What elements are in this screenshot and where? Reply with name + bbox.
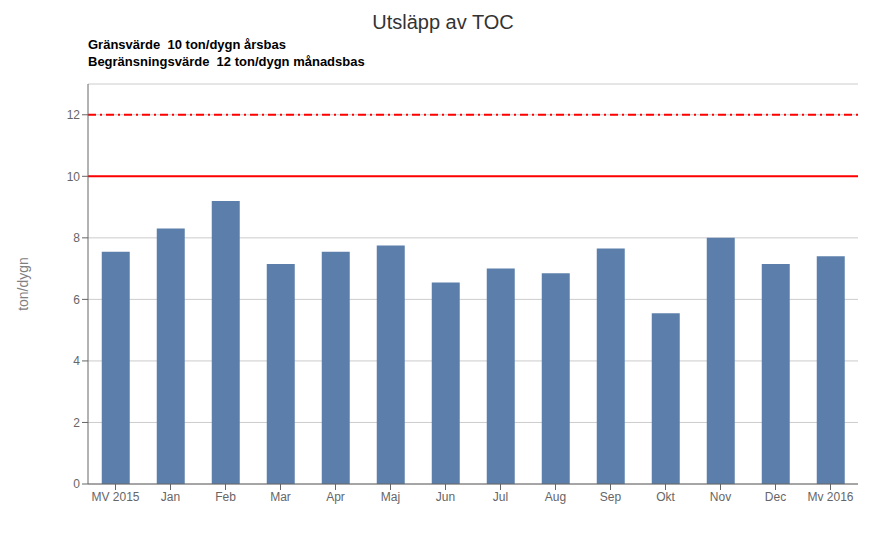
svg-text:Sep: Sep: [600, 490, 622, 504]
svg-text:0: 0: [73, 477, 80, 491]
svg-text:Dec: Dec: [765, 490, 786, 504]
svg-text:8: 8: [73, 231, 80, 245]
svg-text:Aug: Aug: [545, 490, 566, 504]
svg-text:Jun: Jun: [436, 490, 455, 504]
html-text:Utsläpp av TOC: Utsläpp av TOC: [372, 11, 514, 33]
html-text:Gränsvärde 10 ton/dygn årsbas: Gränsvärde 10 ton/dygn årsbas: [88, 37, 286, 52]
svg-text:Maj: Maj: [381, 490, 400, 504]
html-text:Begränsningsvärde 12 ton/dygn: Begränsningsvärde 12 ton/dygn månadsbas: [88, 54, 365, 69]
svg-text:MV 2015: MV 2015: [91, 490, 139, 504]
svg-text:ton/dygn: ton/dygn: [15, 257, 31, 311]
svg-text:Jan: Jan: [161, 490, 180, 504]
svg-text:Feb: Feb: [215, 490, 236, 504]
svg-text:12: 12: [67, 108, 81, 122]
svg-text:Jul: Jul: [493, 490, 508, 504]
svg-text:Nov: Nov: [710, 490, 731, 504]
svg-text:6: 6: [73, 293, 80, 307]
svg-text:2: 2: [73, 416, 80, 430]
svg-text:10: 10: [67, 170, 81, 184]
svg-text:Mv 2016: Mv 2016: [807, 490, 853, 504]
svg-text:Apr: Apr: [326, 490, 345, 504]
svg-text:4: 4: [73, 354, 80, 368]
svg-text:Mar: Mar: [270, 490, 291, 504]
svg-text:Okt: Okt: [656, 490, 675, 504]
